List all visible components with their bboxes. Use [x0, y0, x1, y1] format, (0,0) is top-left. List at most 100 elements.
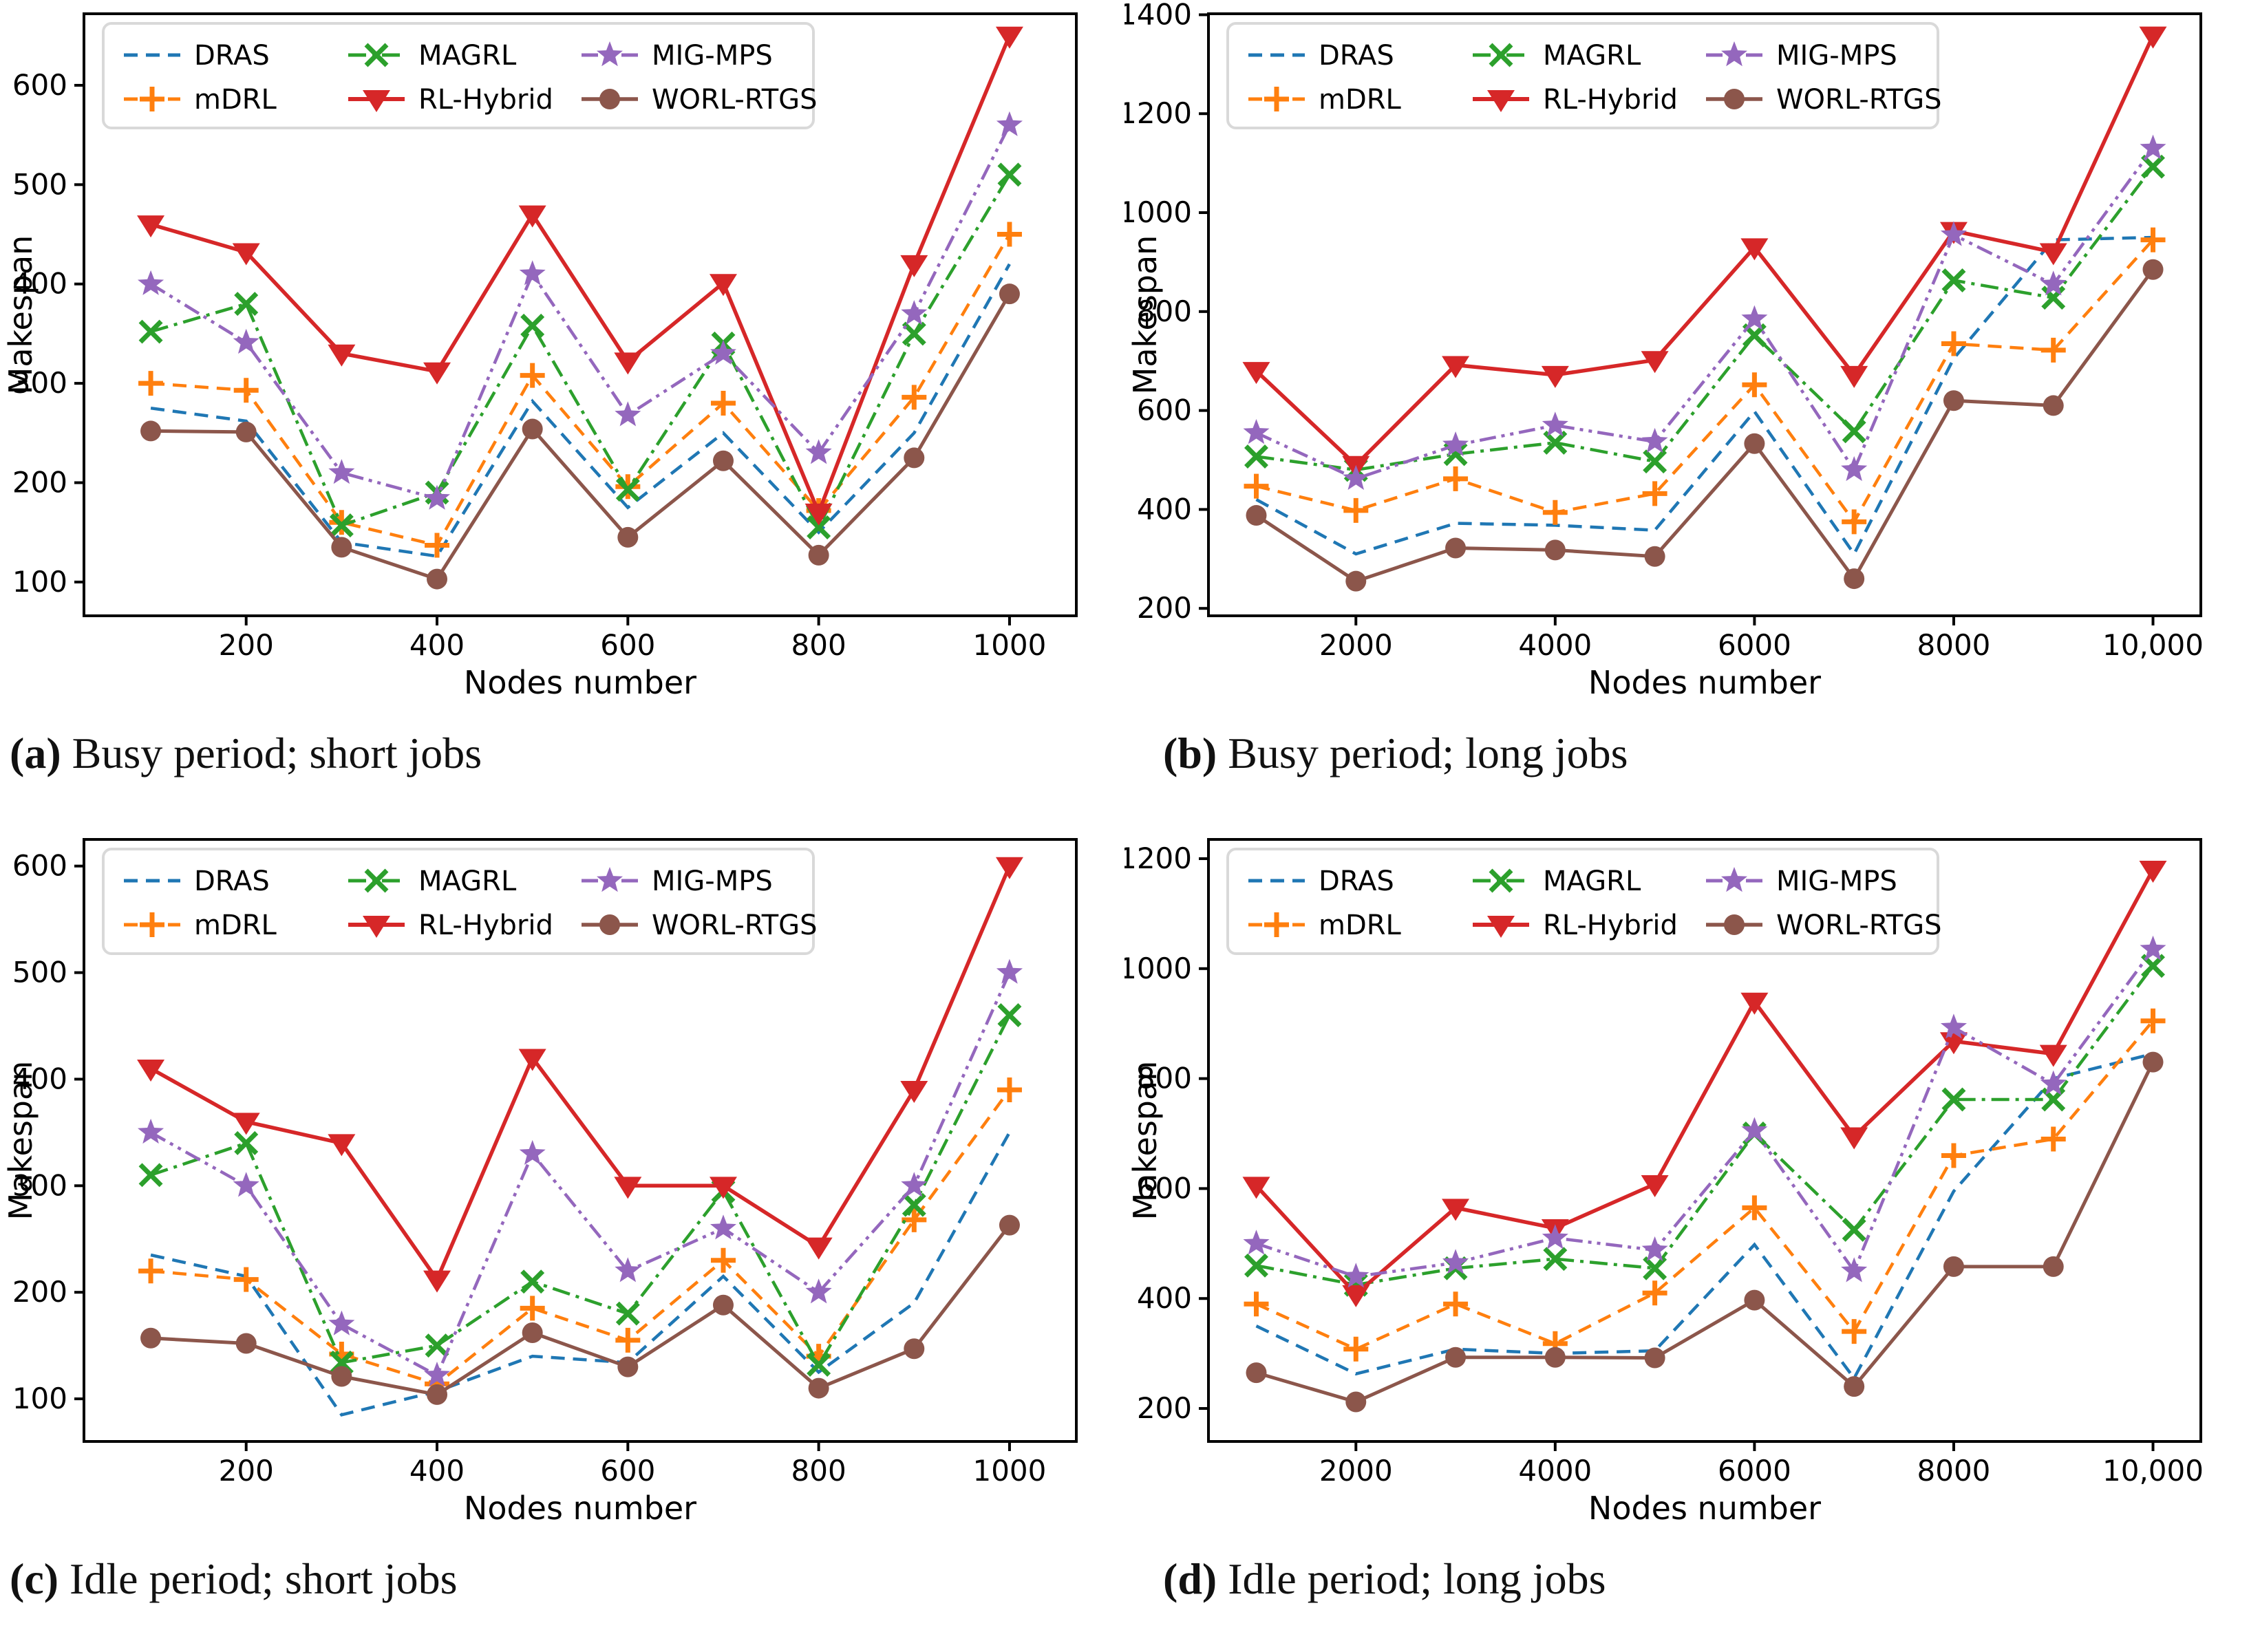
x-marker-icon [520, 1269, 545, 1294]
circle-marker-icon [999, 283, 1020, 305]
plus-marker-icon [2040, 337, 2066, 363]
x-tick-label: 800 [791, 628, 846, 662]
series-mDRL [1244, 227, 2166, 535]
y-tick-label: 600 [1137, 394, 1192, 427]
triangle-down-marker-icon [1740, 238, 1769, 261]
x-tick-label: 800 [791, 1454, 846, 1488]
circle-marker-icon [522, 418, 543, 440]
series-line-MIG-MPS [1255, 948, 2155, 1278]
legend-label-RL-Hybrid: RL-Hybrid [418, 84, 553, 116]
star-marker-icon [328, 459, 355, 484]
legend-box [1226, 22, 1939, 129]
series-line-RL-Hybrid [149, 865, 1012, 1284]
plot-spines [1207, 12, 2202, 617]
series-MIG-MPS [1243, 134, 2166, 490]
series-line-DRAS [150, 1131, 1011, 1417]
circle-marker-icon [140, 1327, 162, 1349]
series-DRAS [1255, 1052, 2154, 1382]
star-marker-icon [710, 1214, 736, 1240]
y-tick-label: 400 [1137, 492, 1192, 526]
series-line-MAGRL [1256, 165, 2155, 472]
star-marker-icon [138, 1118, 164, 1144]
y-tick-label: 400 [12, 267, 67, 301]
star-marker-icon [2140, 935, 2166, 961]
chart-idle-short: 200 400 600 800 1000100200300400500600Nodes … [2, 838, 1078, 1527]
star-marker-icon [424, 1362, 450, 1387]
x-marker-icon [234, 292, 259, 317]
series-MIG-MPS [138, 111, 1023, 510]
plus-marker-icon [1244, 1291, 1269, 1317]
x-tick-label: 6000 [1718, 628, 1791, 662]
triangle-down-marker-icon [1641, 351, 1669, 374]
series-MIG-MPS [138, 958, 1023, 1387]
triangle-down-marker-icon [137, 215, 165, 238]
circle-marker-icon [2142, 1051, 2164, 1073]
plus-marker-icon [138, 371, 164, 396]
circle-marker-icon [331, 537, 352, 558]
plus-marker-icon [1343, 1336, 1369, 1362]
plus-marker-icon [233, 378, 259, 403]
legend-label-WORL-RTGS: WORL-RTGS [652, 84, 818, 116]
y-tick-label: 300 [12, 1168, 67, 1202]
triangle-down-marker-icon [1487, 916, 1515, 938]
legend-label-MIG-MPS: MIG-MPS [652, 866, 773, 897]
caption-c-text: Idle period; short jobs [70, 1554, 458, 1603]
series-MAGRL [1244, 154, 2165, 482]
star-marker-icon [996, 111, 1023, 136]
chart-busy-short: 200 400 600 800 1000100200300400500600Nodes … [2, 12, 1078, 701]
x-marker-icon [615, 1301, 640, 1326]
star-marker-icon [615, 401, 641, 427]
circle-marker-icon [2142, 259, 2164, 280]
x-tick-label: 600 [600, 628, 655, 662]
star-marker-icon [2040, 1070, 2067, 1095]
circle-marker-icon [617, 1356, 639, 1377]
x-tick-label: 400 [409, 628, 465, 662]
plus-marker-icon [140, 87, 164, 111]
plus-marker-icon [996, 222, 1022, 247]
plus-marker-icon [902, 385, 927, 410]
x-tick-label: 2000 [1319, 1454, 1393, 1488]
star-marker-icon [1442, 431, 1469, 457]
plus-marker-icon [1742, 1195, 1767, 1221]
circle-marker-icon [1445, 1347, 1467, 1368]
triangle-down-marker-icon [1541, 365, 1569, 388]
panel-b: 2000 4000 6000 8000 10,000 200 400 600 800 1000 12… [1118, 0, 2249, 709]
star-marker-icon [1940, 221, 1967, 246]
series-WORL-RTGS [1246, 1051, 2164, 1413]
legend: DRAS mDRL MAGRL RL-Hybrid MIG-MPS WORL-RTGS [102, 848, 818, 955]
y-tick-label: 600 [1137, 1171, 1192, 1205]
triangle-down-marker-icon [423, 362, 451, 385]
x-tick-label: 1000 [972, 628, 1046, 662]
chart-idle-long: 2000 4000 6000 8000 10,000 200 400 600 800 1000 12… [1118, 838, 2204, 1527]
circle-marker-icon [1744, 1289, 1765, 1311]
plus-marker-icon [902, 1207, 927, 1232]
triangle-down-marker-icon [232, 243, 260, 266]
star-marker-icon [1841, 1257, 1868, 1283]
circle-marker-icon [2043, 1256, 2064, 1277]
x-marker-icon [329, 513, 354, 538]
plus-marker-icon [2140, 1008, 2166, 1033]
plus-marker-icon [1244, 473, 1269, 499]
plus-marker-icon [1742, 372, 1767, 398]
y-tick-label: 100 [12, 565, 67, 599]
series-RL-Hybrid [1242, 860, 2167, 1307]
legend-label-WORL-RTGS: WORL-RTGS [652, 910, 818, 941]
legend-label-DRAS: DRAS [194, 866, 270, 897]
series-line-RL-Hybrid [150, 34, 1012, 518]
circle-marker-icon [999, 1214, 1020, 1236]
star-marker-icon [1721, 867, 1747, 892]
triangle-down-marker-icon [1840, 1127, 1868, 1150]
triangle-down-marker-icon [1487, 90, 1515, 112]
star-marker-icon [1343, 464, 1369, 490]
star-marker-icon [1741, 305, 1768, 330]
triangle-down-marker-icon [1342, 1285, 1370, 1307]
star-marker-icon [233, 328, 259, 354]
y-tick-label: 200 [1137, 591, 1192, 625]
series-WORL-RTGS [1246, 259, 2164, 592]
star-marker-icon [424, 484, 450, 510]
legend-box [102, 848, 815, 955]
circle-marker-icon [904, 1338, 925, 1360]
circle-marker-icon [1345, 1391, 1367, 1413]
